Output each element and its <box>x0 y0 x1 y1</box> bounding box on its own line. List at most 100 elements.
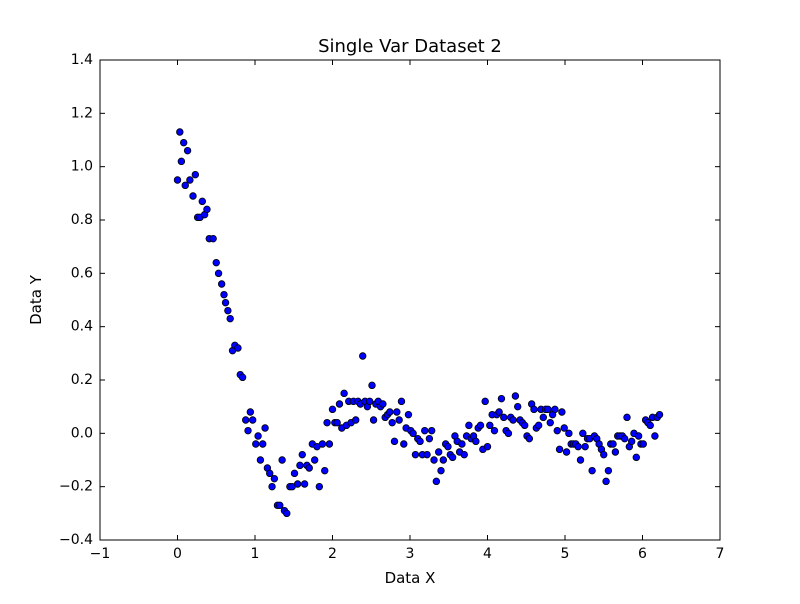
data-point-170 <box>576 456 585 464</box>
data-point-192 <box>627 437 636 446</box>
y-tick-label: 1.2 <box>71 105 93 121</box>
data-point-107 <box>430 456 438 464</box>
data-point-133 <box>490 426 499 435</box>
data-point-51 <box>298 450 306 459</box>
y-tick-label: −0.4 <box>59 532 93 548</box>
data-point-94 <box>400 440 408 448</box>
data-point-2 <box>177 157 186 166</box>
y-tick-label: 0.4 <box>71 319 93 335</box>
data-point-61 <box>323 418 331 427</box>
data-point-152 <box>534 421 543 430</box>
data-point-142 <box>511 392 520 400</box>
data-point-42 <box>276 501 284 510</box>
y-tick-label: 0.0 <box>71 425 93 441</box>
data-point-182 <box>604 466 613 475</box>
x-tick-label: 7 <box>716 546 725 562</box>
data-point-185 <box>611 448 620 456</box>
data-point-88 <box>386 408 394 416</box>
data-point-6 <box>186 176 194 184</box>
y-tick-label: 0.2 <box>71 372 93 388</box>
y-tick-label: 0.6 <box>71 265 93 281</box>
data-point-48 <box>290 469 299 478</box>
data-point-32 <box>252 440 260 448</box>
data-point-204 <box>655 410 664 419</box>
data-point-165 <box>565 429 573 438</box>
data-point-184 <box>609 440 617 448</box>
x-tick-label: 6 <box>638 546 647 562</box>
data-point-99 <box>411 450 420 459</box>
data-point-7 <box>189 192 197 200</box>
data-point-129 <box>481 397 489 406</box>
data-point-157 <box>546 418 554 427</box>
data-point-35 <box>259 440 267 448</box>
data-point-162 <box>558 408 566 416</box>
x-tick-label: 0 <box>173 546 182 562</box>
data-point-19 <box>220 290 228 299</box>
data-point-45 <box>283 509 291 518</box>
data-point-106 <box>428 426 436 435</box>
y-tick-label: −0.2 <box>59 479 93 495</box>
data-point-21 <box>224 306 232 315</box>
x-axis-label: Data X <box>385 569 436 587</box>
data-point-11 <box>198 197 206 206</box>
data-point-122 <box>465 421 473 430</box>
data-point-105 <box>425 434 434 443</box>
data-point-175 <box>588 466 596 475</box>
data-point-96 <box>404 410 413 419</box>
data-point-39 <box>268 482 276 491</box>
data-point-52 <box>300 480 309 488</box>
data-point-25 <box>234 344 242 352</box>
data-point-1 <box>176 128 184 136</box>
data-point-111 <box>439 456 448 464</box>
data-point-76 <box>359 352 367 360</box>
data-point-50 <box>296 461 304 470</box>
data-point-28 <box>241 416 250 424</box>
data-point-200 <box>646 421 654 430</box>
data-point-189 <box>620 434 629 443</box>
data-point-130 <box>483 442 492 451</box>
data-point-63 <box>328 405 337 414</box>
data-point-190 <box>623 413 631 422</box>
data-point-113 <box>444 442 452 451</box>
data-point-8 <box>191 170 200 179</box>
data-point-58 <box>315 482 324 491</box>
data-point-29 <box>244 426 252 435</box>
data-point-125 <box>472 437 480 446</box>
data-point-92 <box>395 416 403 424</box>
data-point-33 <box>254 432 262 440</box>
data-point-3 <box>179 138 188 147</box>
data-point-89 <box>388 418 396 427</box>
x-tick-label: 4 <box>483 546 492 562</box>
data-point-90 <box>390 437 399 446</box>
data-point-91 <box>393 408 401 416</box>
chart-title: Single Var Dataset 2 <box>318 36 502 57</box>
data-point-156 <box>544 405 552 414</box>
data-point-43 <box>278 456 286 464</box>
data-point-34 <box>256 456 265 464</box>
data-point-136 <box>497 394 506 403</box>
data-point-31 <box>248 416 257 424</box>
data-point-171 <box>579 429 587 438</box>
data-point-135 <box>495 408 503 416</box>
x-tick-label: 1 <box>251 546 260 562</box>
data-point-150 <box>530 405 538 414</box>
data-point-197 <box>639 440 647 448</box>
data-point-20 <box>221 298 230 307</box>
data-point-4 <box>181 181 189 190</box>
data-point-81 <box>369 416 378 424</box>
data-point-146 <box>521 421 529 430</box>
data-point-17 <box>214 269 223 278</box>
data-point-161 <box>555 445 564 454</box>
data-point-180 <box>600 450 608 459</box>
data-point-194 <box>632 453 640 462</box>
y-tick-label: 1.4 <box>71 52 93 68</box>
data-point-16 <box>212 258 220 267</box>
data-point-103 <box>421 426 429 435</box>
data-point-110 <box>437 466 445 475</box>
data-point-60 <box>321 466 329 475</box>
data-point-85 <box>379 400 387 408</box>
data-point-65 <box>333 418 341 427</box>
data-point-73 <box>352 416 360 424</box>
